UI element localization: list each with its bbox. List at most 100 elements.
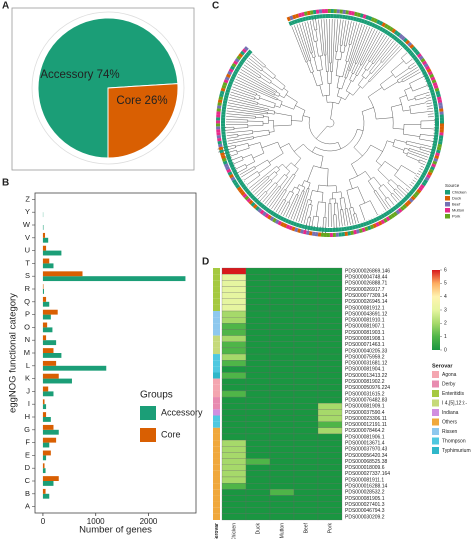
- serovar-label: Derby: [442, 381, 456, 387]
- tree-branch: [273, 75, 276, 79]
- row-label: PDS000012191.11: [345, 422, 387, 428]
- tree-branch: [285, 175, 296, 191]
- tree-branch: [277, 187, 282, 192]
- row-label: PDS000081910.1: [345, 318, 385, 324]
- tree-branch: [387, 196, 395, 206]
- tree-branch: [310, 200, 312, 205]
- tree-ring: [240, 191, 246, 196]
- tree-branch: [285, 206, 291, 218]
- tree-branch: [285, 171, 290, 176]
- tree-ring: [439, 108, 444, 112]
- row-label: PDS000043691.12: [345, 311, 387, 317]
- tree-ring: [409, 51, 415, 57]
- tree-branch: [283, 211, 286, 217]
- tree-ring: [300, 12, 305, 17]
- tree-ring: [219, 93, 224, 98]
- heat-cell: [293, 396, 319, 404]
- tree-branch: [274, 105, 281, 108]
- tree-branch: [254, 166, 256, 169]
- tree-branch: [407, 152, 421, 158]
- tree-ring: [422, 70, 427, 76]
- bar: [42, 296, 47, 302]
- tree-branch: [424, 91, 430, 94]
- tree-ring: [262, 211, 267, 217]
- heat-cell: [269, 513, 295, 521]
- row-label: PDS000081908.1: [345, 336, 385, 342]
- tree-ring: [315, 227, 319, 232]
- tree-branch: [255, 114, 264, 116]
- tree-ring: [411, 46, 417, 52]
- tree-ring: [432, 100, 438, 105]
- serovar-cell: [213, 427, 220, 434]
- y-tick-label: U: [25, 246, 30, 255]
- tree-branch: [307, 188, 310, 195]
- tree-branch: [268, 171, 275, 178]
- tree-ring: [425, 78, 431, 83]
- tree-branch: [268, 188, 284, 208]
- tree-ring: [230, 176, 236, 182]
- tree-branch: [312, 72, 318, 86]
- heat-cell: [269, 360, 295, 367]
- tree-ring: [436, 96, 442, 101]
- tree-ring: [434, 117, 439, 121]
- serovar-cell: [213, 341, 220, 348]
- tree-branch: [426, 105, 433, 107]
- tree-ring: [357, 223, 362, 229]
- tree-branch: [368, 52, 374, 61]
- tree-ring: [216, 108, 221, 112]
- heat-cell: [293, 360, 319, 367]
- tree-ring: [439, 123, 444, 127]
- tree-branch: [350, 214, 354, 225]
- tree-branch: [254, 182, 268, 195]
- tree-ring: [361, 18, 365, 24]
- tree-ring: [417, 178, 423, 184]
- tree-branch: [235, 143, 248, 147]
- y-tick-label: Q: [24, 297, 30, 306]
- heat-cell: [221, 464, 247, 471]
- heat-cell: [317, 513, 343, 521]
- tree-branch: [238, 74, 265, 89]
- bar: [42, 322, 48, 328]
- tree-ring: [322, 14, 326, 19]
- tree-ring: [241, 48, 247, 54]
- heat-cell: [317, 501, 343, 508]
- tree-branch: [349, 207, 353, 209]
- tree-branch: [376, 117, 393, 120]
- heat-cell: [317, 384, 343, 392]
- plot-bg: [34, 192, 197, 514]
- heat-cell: [245, 421, 271, 428]
- heat-cell: [317, 317, 343, 324]
- tree-ring: [216, 129, 221, 133]
- tree-branch: [402, 147, 405, 153]
- tree-ring: [438, 105, 444, 109]
- heat-cell: [293, 495, 319, 502]
- heat-cell: [221, 482, 247, 490]
- tree-branch: [349, 73, 353, 80]
- tree-branch: [302, 190, 305, 192]
- tree-branch: [380, 74, 394, 85]
- tree-ring: [224, 94, 229, 99]
- tree-branch: [418, 161, 423, 165]
- heat-cell: [293, 482, 319, 490]
- tree-ring: [419, 65, 425, 71]
- tree-branch: [409, 64, 417, 70]
- tree-ring: [221, 108, 226, 113]
- bar: [42, 429, 59, 435]
- tree-branch: [361, 53, 369, 66]
- heat-cell: [317, 489, 343, 496]
- tree-branch: [405, 143, 421, 149]
- tree-ring: [318, 9, 323, 14]
- tree-ring: [277, 220, 282, 226]
- tree-ring: [269, 216, 275, 222]
- tree-branch: [227, 138, 240, 142]
- tree-branch: [380, 84, 385, 91]
- tree-branch: [267, 159, 271, 165]
- serovar-cell: [213, 409, 220, 416]
- tree-branch: [307, 165, 314, 182]
- tree-branch: [230, 136, 239, 139]
- tree-branch: [241, 176, 243, 178]
- tree-branch: [357, 77, 364, 85]
- heat-cell: [245, 513, 271, 521]
- tree-ring: [433, 103, 438, 107]
- tree-ring: [224, 150, 230, 155]
